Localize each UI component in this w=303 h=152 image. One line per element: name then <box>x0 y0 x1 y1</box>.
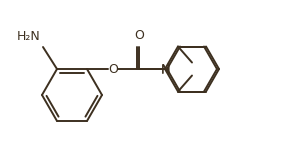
Text: N: N <box>160 62 170 76</box>
Text: O: O <box>134 29 144 42</box>
Text: H₂N: H₂N <box>17 30 41 43</box>
Text: O: O <box>108 62 118 76</box>
Text: N: N <box>161 64 171 76</box>
